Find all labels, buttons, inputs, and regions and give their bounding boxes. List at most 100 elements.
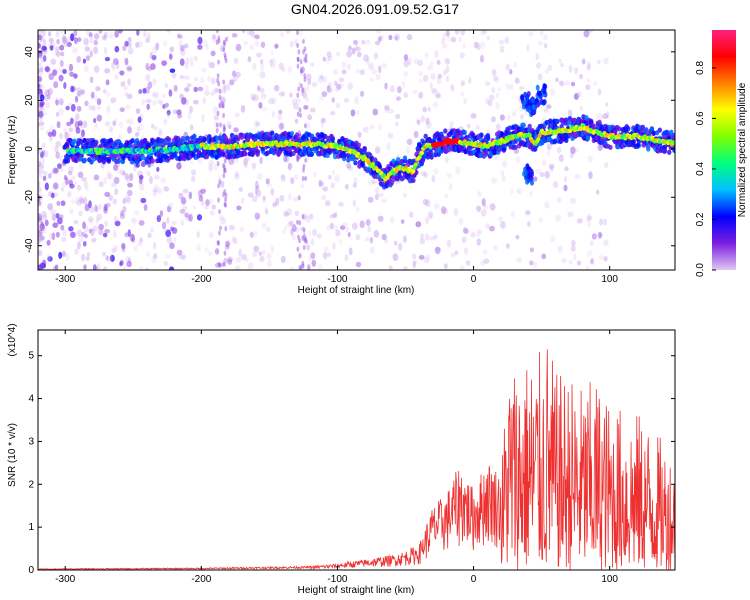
heatmap-noise-cell — [84, 203, 90, 212]
heatmap-noise-cell — [204, 247, 210, 253]
heatmap-noise-cell — [204, 205, 209, 210]
heatmap-noise-cell — [585, 265, 590, 270]
heatmap-streak-cell — [216, 240, 220, 246]
heatmap-band-cell — [294, 132, 300, 138]
heatmap-noise-cell — [74, 95, 79, 103]
heatmap-noise-cell — [445, 75, 450, 82]
heatmap-noise-cell — [270, 244, 275, 253]
heatmap-noise-cell — [78, 210, 83, 217]
heatmap-noise-cell — [189, 124, 194, 131]
heatmap-noise-cell — [285, 155, 290, 163]
heatmap-noise-cell — [212, 88, 218, 95]
heatmap-noise-cell — [274, 44, 279, 49]
heatmap-streak-cell — [222, 162, 225, 169]
heatmap-noise-cell — [152, 188, 157, 193]
heatmap-noise-cell — [61, 236, 67, 243]
colorbar-tick-label: 0.4 — [695, 162, 706, 176]
heatmap-noise-cell — [86, 252, 91, 257]
heatmap-streak-cell — [299, 264, 303, 270]
heatmap-noise-cell — [76, 229, 83, 237]
heatmap-noise-cell — [477, 190, 482, 197]
heatmap-streak-cell — [215, 39, 219, 45]
heatmap-noise-cell — [499, 114, 505, 121]
heatmap-noise-cell — [49, 135, 53, 142]
heatmap-noise-cell — [231, 33, 238, 38]
heatmap-noise-cell — [126, 65, 133, 71]
heatmap-noise-cell — [587, 30, 593, 33]
heatmap-band-cell — [402, 155, 408, 161]
heatmap-noise-cell — [270, 64, 276, 69]
heatmap-noise-cell — [573, 92, 579, 100]
heatmap-band-cell — [121, 155, 126, 161]
heatmap-noise-cell — [83, 64, 89, 73]
heatmap-noise-cell — [38, 110, 44, 118]
heatmap-noise-cell — [574, 174, 581, 180]
heatmap-noise-cell — [76, 184, 82, 191]
heatmap-noise-cell — [302, 91, 308, 99]
heatmap-noise-cell — [415, 221, 422, 228]
heatmap-noise-cell — [243, 158, 248, 166]
heatmap-band-cell — [513, 144, 518, 150]
heatmap-noise-cell — [176, 109, 182, 115]
heatmap-noise-cell — [448, 120, 454, 129]
heatmap-noise-cell — [38, 221, 43, 228]
heatmap-noise-cell — [92, 225, 99, 232]
heatmap-noise-cell — [344, 254, 349, 262]
heatmap-noise-cell — [355, 46, 361, 52]
heatmap-noise-cell — [94, 95, 100, 103]
heatmap-streak-cell — [298, 107, 302, 113]
heatmap-noise-cell — [268, 98, 275, 105]
heatmap-noise-cell — [39, 235, 45, 241]
heatmap-noise-cell — [326, 56, 330, 65]
heatmap-noise-cell — [247, 56, 252, 63]
heatmap-noise-cell — [227, 258, 233, 265]
heatmap-noise-cell — [432, 101, 439, 108]
heatmap-noise-cell — [39, 115, 43, 122]
heatmap-noise-cell — [240, 104, 246, 113]
heatmap-noise-cell — [210, 50, 216, 57]
heatmap-noise-cell — [50, 192, 55, 199]
heatmap-streak-cell — [301, 235, 305, 241]
heatmap-noise-cell — [328, 174, 332, 180]
heatmap-noise-cell — [334, 174, 340, 183]
y-tick-label: 5 — [28, 351, 34, 362]
heatmap-noise-cell — [38, 249, 43, 257]
x-tick-label: -300 — [55, 274, 75, 285]
heatmap-noise-cell — [586, 61, 592, 69]
heatmap-noise-cell — [93, 39, 98, 46]
heatmap-noise-cell — [493, 154, 498, 161]
snr-y-axis: 0 1 2 3 4 5 — [28, 351, 675, 576]
heatmap-noise-cell — [118, 134, 123, 140]
heatmap-streak-cell — [216, 77, 219, 83]
heatmap-noise-cell — [493, 77, 500, 83]
heatmap-noise-cell — [529, 190, 533, 198]
heatmap-band-cell — [411, 177, 416, 184]
heatmap-band-cell — [346, 157, 351, 163]
heatmap-noise-cell — [402, 192, 408, 198]
heatmap-streak-cell — [299, 68, 303, 74]
heatmap-noise-cell — [306, 215, 310, 224]
heatmap-noise-cell — [114, 188, 119, 196]
heatmap-noise-cell — [436, 60, 441, 65]
heatmap-noise-cell — [202, 96, 207, 104]
heatmap-noise-cell — [38, 215, 42, 221]
heatmap-noise-cell — [96, 98, 102, 106]
heatmap-noise-cell — [425, 120, 431, 129]
heatmap-noise-cell — [73, 219, 79, 225]
heatmap-noise-cell — [257, 85, 261, 92]
heatmap-streak-cell — [297, 195, 301, 201]
heatmap-noise-cell — [460, 30, 466, 36]
heatmap-noise-cell — [579, 73, 584, 80]
heatmap-noise-cell — [588, 155, 593, 163]
heatmap-noise-cell — [476, 205, 482, 212]
heatmap-noise-cell — [38, 194, 41, 202]
heatmap-noise-cell — [196, 244, 201, 252]
heatmap-noise-cell — [42, 55, 47, 62]
y-tick-label: -40 — [24, 238, 35, 253]
heatmap-noise-cell — [328, 87, 333, 94]
heatmap-noise-cell — [208, 231, 214, 239]
heatmap-noise-cell — [283, 210, 287, 218]
heatmap-lobe-cell — [522, 170, 527, 177]
heatmap-noise-cell — [203, 40, 208, 47]
heatmap-noise-cell — [153, 126, 159, 131]
